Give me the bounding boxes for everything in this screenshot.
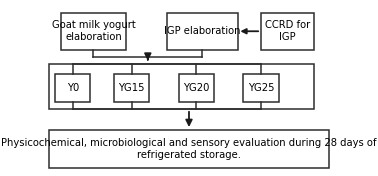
Text: YG20: YG20 — [183, 83, 209, 93]
FancyBboxPatch shape — [261, 13, 314, 50]
Text: YG25: YG25 — [248, 83, 274, 93]
Text: CCRD for
IGP: CCRD for IGP — [265, 20, 310, 42]
FancyBboxPatch shape — [179, 74, 214, 102]
Text: Y0: Y0 — [67, 83, 79, 93]
FancyBboxPatch shape — [167, 13, 237, 50]
FancyBboxPatch shape — [61, 13, 126, 50]
FancyBboxPatch shape — [49, 64, 314, 109]
FancyBboxPatch shape — [49, 130, 329, 168]
FancyBboxPatch shape — [55, 74, 90, 102]
Text: Physicochemical, microbiological and sensory evaluation during 28 days of
refrig: Physicochemical, microbiological and sen… — [1, 138, 377, 160]
Text: IGP elaboration: IGP elaboration — [164, 26, 240, 36]
Text: Goat milk yogurt
elaboration: Goat milk yogurt elaboration — [51, 20, 135, 42]
FancyBboxPatch shape — [243, 74, 279, 102]
FancyBboxPatch shape — [114, 74, 149, 102]
Text: YG15: YG15 — [118, 83, 145, 93]
